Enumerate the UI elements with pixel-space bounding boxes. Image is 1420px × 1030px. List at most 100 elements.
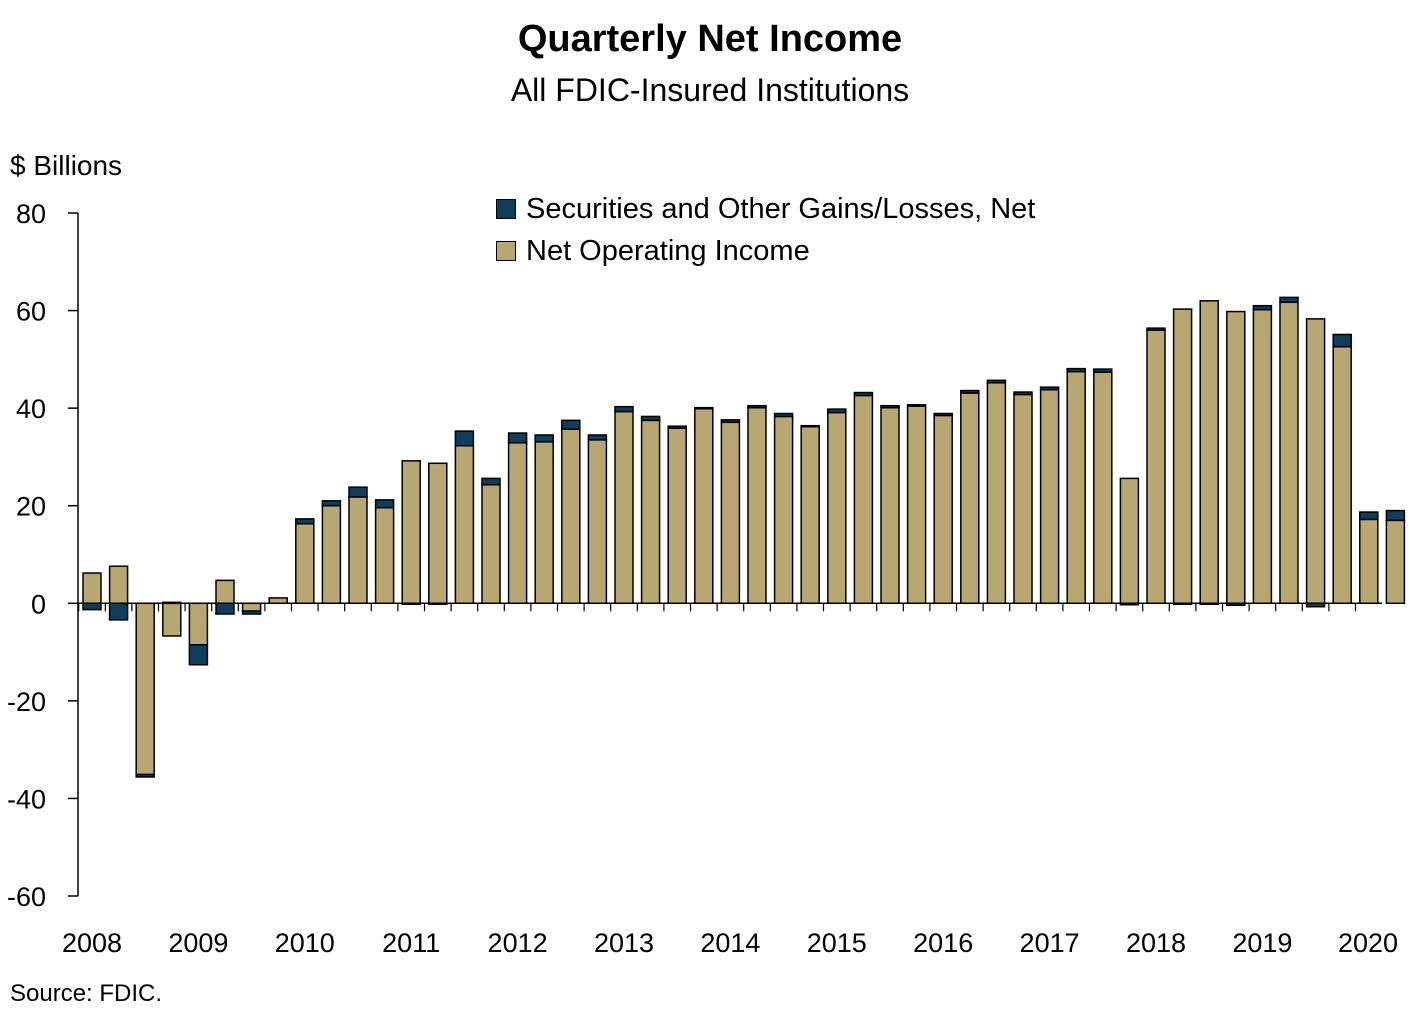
bar-securities-gains-losses [933,412,953,417]
x-tick-label: 2012 [488,928,548,958]
y-tick-label: 80 [16,199,46,229]
bar-securities-gains-losses [1359,511,1379,521]
x-tick-label: 2010 [275,928,335,958]
chart-subtitle: All FDIC-Insured Institutions [510,72,910,108]
bar-securities-gains-losses [1252,304,1273,311]
bar-securities-gains-losses [135,773,155,778]
bar-securities-gains-losses [1146,327,1166,331]
bar-net-operating-income [188,602,209,646]
bar-securities-gains-losses [1039,386,1060,391]
bar-securities-gains-losses [587,434,608,441]
legend: Securities and Other Gains/Losses, Net N… [496,188,1035,272]
bar-securities-gains-losses [720,419,741,424]
bar-net-operating-income [1252,308,1273,605]
bar-securities-gains-losses [747,404,767,409]
bar-net-operating-income [1172,308,1193,605]
x-tick-label: 2016 [913,928,973,958]
x-tick-label: 2014 [700,928,760,958]
x-tick-label: 2019 [1232,928,1292,958]
bar-net-operating-income [720,421,741,605]
bar-net-operating-income [1066,370,1086,605]
y-tick-label: -40 [7,784,46,814]
x-tick-label: 2018 [1126,928,1186,958]
bar-net-operating-income [1199,300,1219,605]
bar-net-operating-income [82,572,102,605]
bar-securities-gains-losses [960,389,980,394]
bar-net-operating-income [215,579,235,605]
bar-net-operating-income [241,602,262,612]
x-tick-label: 2008 [62,928,122,958]
bar-net-operating-income [1279,301,1299,605]
bar-net-operating-income [906,405,927,605]
x-tick-label: 2020 [1338,928,1398,958]
y-tick-label: 60 [16,297,46,327]
bar-net-operating-income [1093,371,1113,605]
bar-securities-gains-losses [853,391,874,397]
bar-securities-gains-losses [374,499,395,509]
bar-securities-gains-losses [800,424,820,428]
bar-net-operating-income [1013,393,1033,605]
bar-securities-gains-losses [108,602,129,621]
bar-securities-gains-losses [667,425,687,429]
bar-net-operating-income [268,597,288,605]
bar-net-operating-income [773,415,794,605]
bar-net-operating-income [640,419,661,605]
bar-net-operating-income [348,496,368,605]
legend-label-securities: Securities and Other Gains/Losses, Net [526,192,1036,225]
x-tick-label: 2013 [594,928,654,958]
bar-securities-gains-losses [1013,391,1033,396]
bar-securities-gains-losses [614,405,634,413]
bar-net-operating-income [1305,318,1326,605]
bar-net-operating-income [401,460,421,605]
x-tick-label: 2009 [168,928,228,958]
bar-net-operating-income [1359,518,1379,605]
bar-net-operating-income [587,439,608,605]
bar-securities-gains-losses [82,602,102,611]
legend-item-net-operating-income: Net Operating Income [496,230,1035,272]
bar-net-operating-income [800,425,820,605]
bar-net-operating-income [1146,329,1166,605]
chart-title: Quarterly Net Income [517,18,903,60]
y-tick-label: -60 [7,882,46,912]
legend-item-securities: Securities and Other Gains/Losses, Net [496,188,1035,230]
bar-securities-gains-losses [986,379,1007,384]
bar-net-operating-income [614,410,634,605]
bar-net-operating-income [986,382,1007,605]
bar-net-operating-income [827,411,847,605]
bar-securities-gains-losses [561,419,581,430]
bar-securities-gains-losses [534,434,554,443]
bar-net-operating-income [1385,519,1406,605]
y-tick-label: 0 [31,589,46,619]
x-tick-label: 2017 [1020,928,1080,958]
bar-net-operating-income [428,462,448,605]
bar-net-operating-income [108,565,129,605]
bar-net-operating-income [481,483,501,605]
bar-net-operating-income [694,407,714,605]
bar-securities-gains-losses [694,406,714,410]
bar-net-operating-income [162,602,182,637]
bar-securities-gains-losses [215,602,235,615]
bar-securities-gains-losses [321,500,342,507]
y-tick-label: 20 [16,492,46,522]
y-tick-label: 40 [16,394,46,424]
bar-securities-gains-losses [1093,368,1113,373]
bar-net-operating-income [1226,310,1246,605]
bar-net-operating-income [135,602,155,776]
bar-net-operating-income [1119,477,1140,605]
bar-net-operating-income [321,504,342,605]
bar-net-operating-income [507,442,528,605]
y-axis-label: $ Billions [10,150,123,181]
x-tick-label: 2015 [807,928,867,958]
source-note: Source: FDIC. [10,980,163,1007]
legend-swatch-net-operating-income [496,241,516,261]
y-tick-label: -20 [7,687,46,717]
bar-securities-gains-losses [1279,296,1299,304]
bar-securities-gains-losses [241,610,262,615]
bar-net-operating-income [454,444,475,605]
bar-net-operating-income [960,392,980,605]
legend-label-net-operating-income: Net Operating Income [526,234,810,267]
bar-securities-gains-losses [454,430,475,447]
bar-net-operating-income [374,506,395,605]
bar-securities-gains-losses [188,644,209,666]
